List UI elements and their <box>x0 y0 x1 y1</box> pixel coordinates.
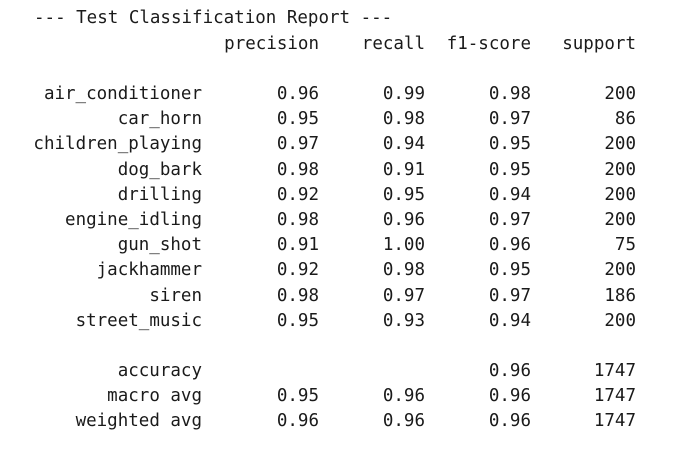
row-f1-score: 0.96 <box>488 361 531 381</box>
row-support: 1747 <box>593 386 636 406</box>
row-precision: 0.96 <box>276 411 319 431</box>
row-label: engine_idling <box>65 210 202 230</box>
row-support: 200 <box>604 260 636 280</box>
report-title: --- Test Classification Report --- <box>34 8 393 28</box>
row-label: macro avg <box>107 386 202 406</box>
row-support: 200 <box>604 160 636 180</box>
row-precision: 0.97 <box>276 134 319 154</box>
row-precision: 0.92 <box>276 260 319 280</box>
row-support: 1747 <box>593 411 636 431</box>
row-recall: 0.98 <box>382 260 425 280</box>
row-recall: 0.98 <box>382 109 425 129</box>
row-recall: 0.93 <box>382 311 425 331</box>
row-recall: 0.96 <box>382 411 425 431</box>
row-label: dog_bark <box>117 160 202 180</box>
row-support: 200 <box>604 134 636 154</box>
row-label: siren <box>149 286 202 306</box>
row-precision: 0.96 <box>276 84 319 104</box>
row-label: street_music <box>75 311 202 331</box>
row-precision: 0.98 <box>276 286 319 306</box>
row-label: drilling <box>117 185 202 205</box>
row-precision: 0.95 <box>276 109 319 129</box>
row-support: 200 <box>604 84 636 104</box>
header-precision: precision <box>224 34 319 54</box>
row-f1-score: 0.94 <box>488 311 531 331</box>
row-recall: 1.00 <box>382 235 425 255</box>
row-f1-score: 0.96 <box>488 411 531 431</box>
row-recall: 0.95 <box>382 185 425 205</box>
row-f1-score: 0.95 <box>488 160 531 180</box>
row-f1-score: 0.96 <box>488 235 531 255</box>
header-recall: recall <box>361 34 425 54</box>
row-recall: 0.96 <box>382 386 425 406</box>
row-support: 200 <box>604 311 636 331</box>
row-f1-score: 0.97 <box>488 109 531 129</box>
row-recall: 0.94 <box>382 134 425 154</box>
row-precision: 0.95 <box>276 386 319 406</box>
row-label: jackhammer <box>96 260 202 280</box>
row-precision: 0.95 <box>276 311 319 331</box>
row-precision: 0.98 <box>276 160 319 180</box>
row-support: 1747 <box>593 361 636 381</box>
row-recall: 0.91 <box>382 160 425 180</box>
row-f1-score: 0.96 <box>488 386 531 406</box>
row-recall: 0.96 <box>382 210 425 230</box>
row-support: 200 <box>604 210 636 230</box>
row-label: weighted avg <box>75 411 202 431</box>
row-label: children_playing <box>33 134 202 154</box>
row-support: 86 <box>614 109 636 129</box>
row-f1-score: 0.95 <box>488 260 531 280</box>
row-f1-score: 0.94 <box>488 185 531 205</box>
row-recall: 0.99 <box>382 84 425 104</box>
row-f1-score: 0.97 <box>488 210 531 230</box>
row-label: accuracy <box>117 361 202 381</box>
row-label: car_horn <box>117 109 202 129</box>
row-recall: 0.97 <box>382 286 425 306</box>
header-support: support <box>562 34 636 54</box>
row-precision: 0.98 <box>276 210 319 230</box>
row-f1-score: 0.95 <box>488 134 531 154</box>
row-support: 200 <box>604 185 636 205</box>
row-precision: 0.92 <box>276 185 319 205</box>
row-label: gun_shot <box>117 235 202 255</box>
row-f1-score: 0.98 <box>488 84 531 104</box>
row-support: 75 <box>614 235 636 255</box>
row-support: 186 <box>604 286 636 306</box>
row-f1-score: 0.97 <box>488 286 531 306</box>
row-precision: 0.91 <box>276 235 319 255</box>
row-label: air_conditioner <box>43 84 202 104</box>
header-f1-score: f1-score <box>446 34 531 54</box>
